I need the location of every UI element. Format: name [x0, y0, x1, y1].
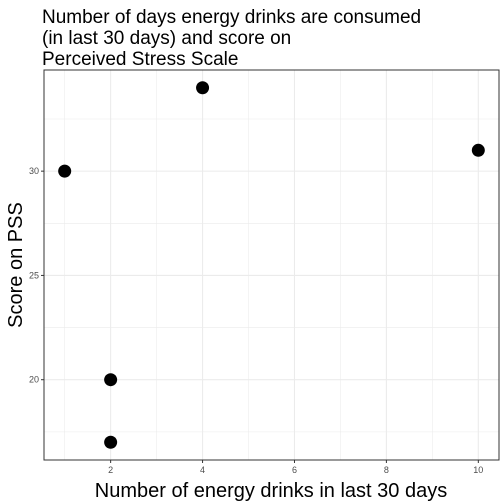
y-axis-title: Score on PSS	[5, 202, 27, 328]
data-points	[58, 81, 485, 449]
panel-border	[43, 69, 500, 461]
minor-grid	[44, 70, 499, 460]
x-tick-label: 8	[384, 465, 389, 475]
y-axis-ticks: 20 25 30	[29, 166, 44, 385]
chart-title-line-3: Perceived Stress Scale	[42, 49, 238, 70]
chart-title-line-1: Number of days energy drinks are consume…	[42, 7, 421, 28]
data-point	[471, 143, 485, 157]
x-axis-title: Number of energy drinks in last 30 days	[95, 480, 447, 502]
major-grid	[44, 70, 499, 460]
y-tick-label: 20	[29, 375, 39, 385]
chart-title-line-2: (in last 30 days) and score on	[42, 28, 291, 49]
y-tick-label: 25	[29, 270, 39, 280]
x-tick-label: 4	[200, 465, 205, 475]
data-point	[104, 435, 118, 449]
data-point	[196, 81, 210, 95]
data-point	[104, 373, 118, 387]
x-tick-label: 2	[108, 465, 113, 475]
y-tick-label: 30	[29, 166, 39, 176]
data-point	[58, 164, 72, 178]
x-axis-ticks: 2 4 6 8 10	[108, 460, 483, 475]
x-tick-label: 10	[473, 465, 483, 475]
x-tick-label: 6	[292, 465, 297, 475]
